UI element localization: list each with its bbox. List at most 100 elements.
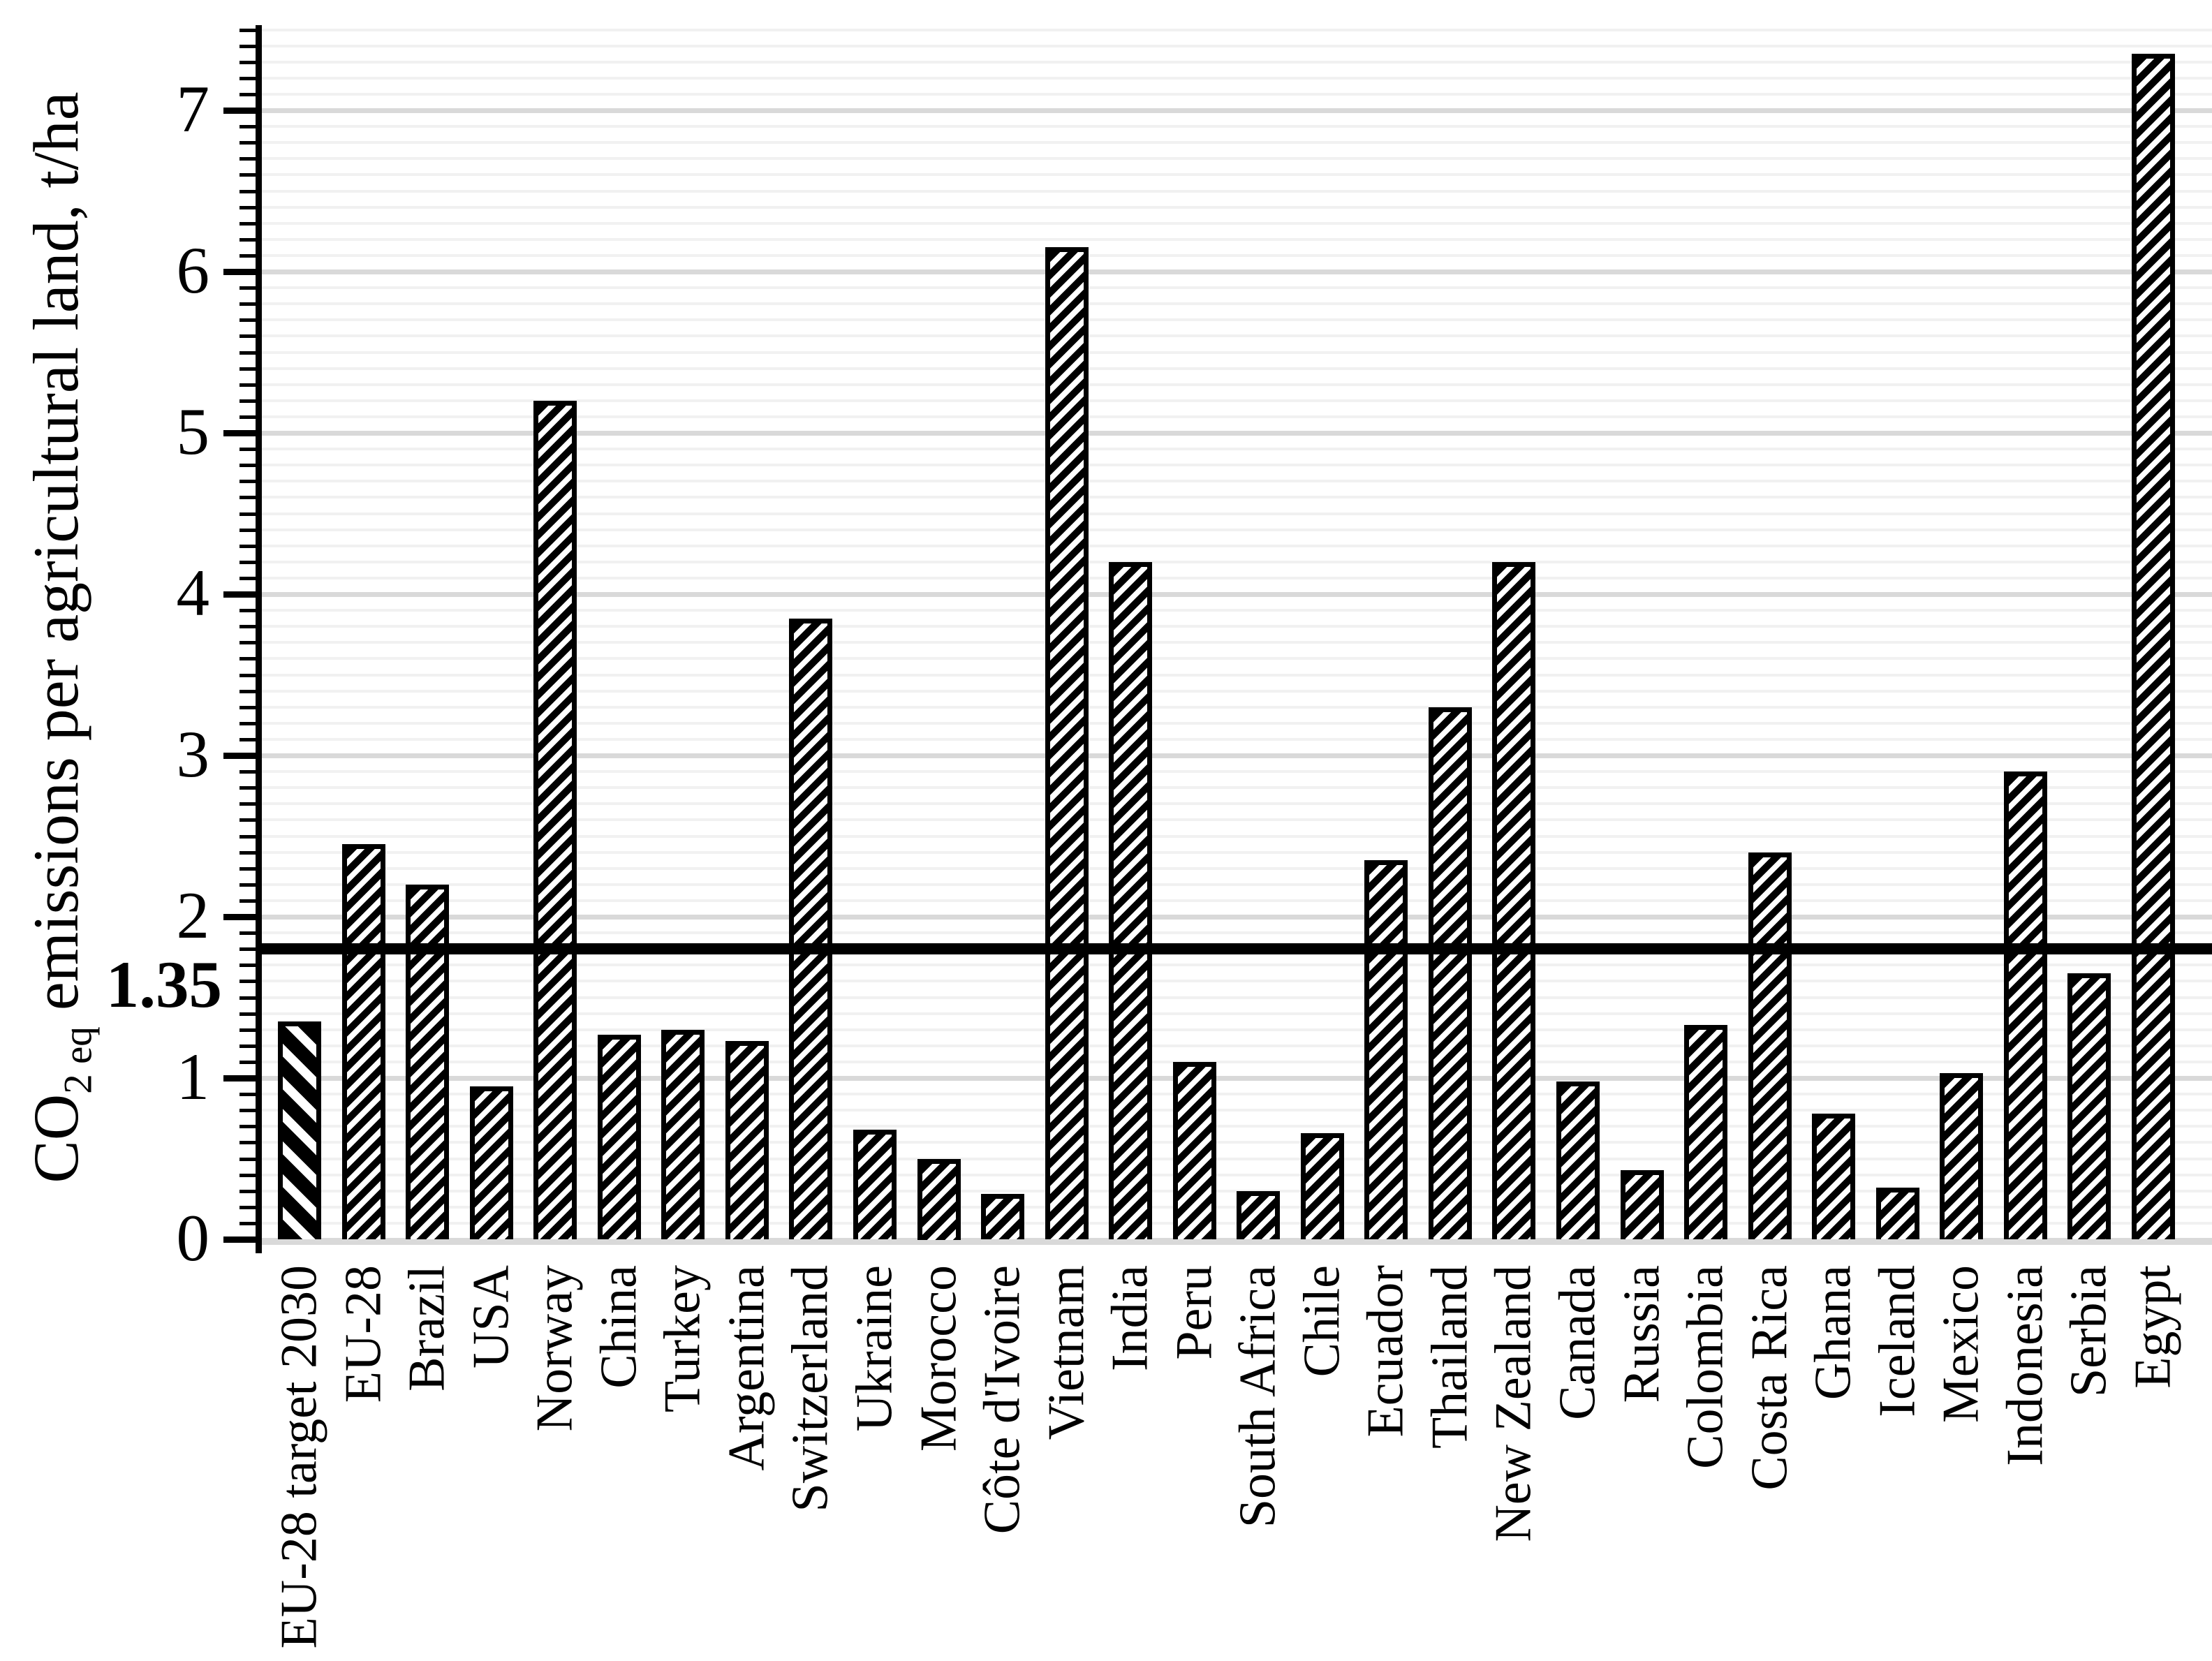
- x-axis-label-usa: USA: [462, 1265, 520, 1369]
- minor-gridline-0.5: [262, 1157, 2212, 1160]
- y-axis-tick-label-3: 3: [176, 716, 210, 791]
- minor-gridline-3.9: [262, 609, 2212, 612]
- y-axis-major-tick-0: [223, 1236, 256, 1243]
- bar-south-africa: [1237, 1191, 1280, 1239]
- y-axis-minor-tick-5.7: [239, 318, 256, 323]
- major-gridline-6: [262, 270, 2212, 274]
- y-axis-minor-tick-4.8: [239, 464, 256, 468]
- minor-gridline-0.6: [262, 1141, 2212, 1144]
- minor-gridline-5.5: [262, 350, 2212, 354]
- y-axis-minor-tick-1.8: [239, 947, 256, 952]
- major-gridline-2: [262, 915, 2212, 920]
- minor-gridline-6.4: [262, 205, 2212, 209]
- y-axis-minor-tick-5.4: [239, 367, 256, 371]
- bar-egypt: [2132, 54, 2175, 1239]
- minor-gridline-5.2: [262, 399, 2212, 402]
- minor-gridline-6.1: [262, 253, 2212, 257]
- major-gridline-7: [262, 108, 2212, 113]
- y-axis-minor-tick-4.7: [239, 480, 256, 484]
- minor-gridline-3.2: [262, 721, 2212, 725]
- bar-indonesia: [2004, 772, 2047, 1239]
- minor-gridline-1.7: [262, 964, 2212, 967]
- y-axis-minor-tick-2.3: [239, 866, 256, 871]
- minor-gridline-2.9: [262, 770, 2212, 774]
- y-axis-minor-tick-3.8: [239, 625, 256, 629]
- y-axis-minor-tick-0.1: [239, 1221, 256, 1225]
- x-axis-label-c-te-d-ivoire: Côte d'Ivoire: [973, 1265, 1031, 1535]
- minor-gridline-2.4: [262, 850, 2212, 854]
- minor-gridline-3.5: [262, 673, 2212, 677]
- y-axis-minor-tick-3.4: [239, 689, 256, 693]
- y-axis-minor-tick-1.3: [239, 1028, 256, 1032]
- minor-gridline-3.3: [262, 705, 2212, 709]
- minor-gridline-4.9: [262, 448, 2212, 451]
- y-axis-line: [256, 25, 262, 1253]
- y-axis-minor-tick-6.9: [239, 125, 256, 129]
- x-axis-label-peru: Peru: [1165, 1265, 1223, 1360]
- y-axis-minor-tick-6.4: [239, 205, 256, 209]
- y-axis-minor-tick-5.6: [239, 334, 256, 339]
- y-axis-minor-tick-6.5: [239, 189, 256, 193]
- x-axis-label-ecuador: Ecuador: [1357, 1265, 1415, 1438]
- bar-canada: [1556, 1082, 1600, 1239]
- y-axis-tick-label-4: 4: [176, 555, 210, 630]
- y-axis-minor-tick-0.6: [239, 1141, 256, 1145]
- bar-c-te-d-ivoire: [981, 1194, 1024, 1239]
- minor-gridline-1.3: [262, 1028, 2212, 1031]
- x-axis-label-thailand: Thailand: [1421, 1265, 1479, 1449]
- x-axis-label-egypt: Egypt: [2124, 1265, 2182, 1389]
- minor-gridline-7.2: [262, 76, 2212, 80]
- x-axis-label-ukraine: Ukraine: [846, 1265, 904, 1432]
- minor-gridline-2.8: [262, 786, 2212, 790]
- major-gridline-3: [262, 753, 2212, 758]
- bar-india: [1109, 562, 1152, 1239]
- minor-gridline-4.6: [262, 496, 2212, 499]
- minor-gridline-0.3: [262, 1189, 2212, 1193]
- bar-iceland: [1876, 1188, 1919, 1239]
- y-axis-minor-tick-6.7: [239, 157, 256, 161]
- y-axis-minor-tick-5.3: [239, 383, 256, 387]
- y-axis-minor-tick-3.1: [239, 737, 256, 741]
- x-axis-baseline: [256, 1238, 2212, 1245]
- y-axis-tick-label-0: 0: [176, 1200, 210, 1275]
- y-axis-minor-tick-3.5: [239, 673, 256, 677]
- minor-gridline-1.1: [262, 1060, 2212, 1063]
- y-axis-minor-tick-7.5: [239, 28, 256, 32]
- bar-usa: [470, 1086, 513, 1239]
- minor-gridline-2.3: [262, 866, 2212, 870]
- x-axis-label-iceland: Iceland: [1868, 1265, 1926, 1417]
- y-axis-minor-tick-4.1: [239, 576, 256, 580]
- minor-gridline-5.8: [262, 302, 2212, 306]
- y-axis-minor-tick-4.5: [239, 512, 256, 516]
- minor-gridline-0.7: [262, 1125, 2212, 1128]
- y-axis-minor-tick-0.5: [239, 1157, 256, 1161]
- y-axis-minor-tick-1.4: [239, 1012, 256, 1016]
- minor-gridline-4.3: [262, 544, 2212, 547]
- y-axis-minor-tick-1.6: [239, 980, 256, 984]
- minor-gridline-5.1: [262, 415, 2212, 418]
- bar-china: [598, 1035, 641, 1239]
- bar-morocco: [917, 1159, 961, 1240]
- minor-gridline-4.2: [262, 560, 2212, 563]
- bar-eu-28-target-2030: [278, 1021, 321, 1239]
- target-reference-line: [256, 943, 2212, 954]
- minor-gridline-1.9: [262, 931, 2212, 935]
- minor-gridline-7.4: [262, 44, 2212, 47]
- minor-gridline-6.6: [262, 173, 2212, 177]
- y-axis-minor-tick-3.2: [239, 721, 256, 725]
- y-axis-minor-tick-0.2: [239, 1205, 256, 1209]
- x-axis-label-switzerland: Switzerland: [781, 1265, 839, 1512]
- x-axis-label-ghana: Ghana: [1804, 1265, 1862, 1401]
- minor-gridline-5.4: [262, 367, 2212, 370]
- x-axis-label-serbia: Serbia: [2060, 1265, 2118, 1398]
- minor-gridline-0.8: [262, 1109, 2212, 1112]
- y-axis-minor-tick-7.4: [239, 44, 256, 48]
- bar-vietnam: [1045, 247, 1089, 1239]
- y-axis-minor-tick-5.8: [239, 302, 256, 307]
- y-axis-minor-tick-4.3: [239, 544, 256, 548]
- y-axis-minor-tick-2.5: [239, 834, 256, 839]
- minor-gridline-0.4: [262, 1173, 2212, 1176]
- minor-gridline-4.7: [262, 480, 2212, 483]
- y-axis-minor-tick-2.4: [239, 850, 256, 855]
